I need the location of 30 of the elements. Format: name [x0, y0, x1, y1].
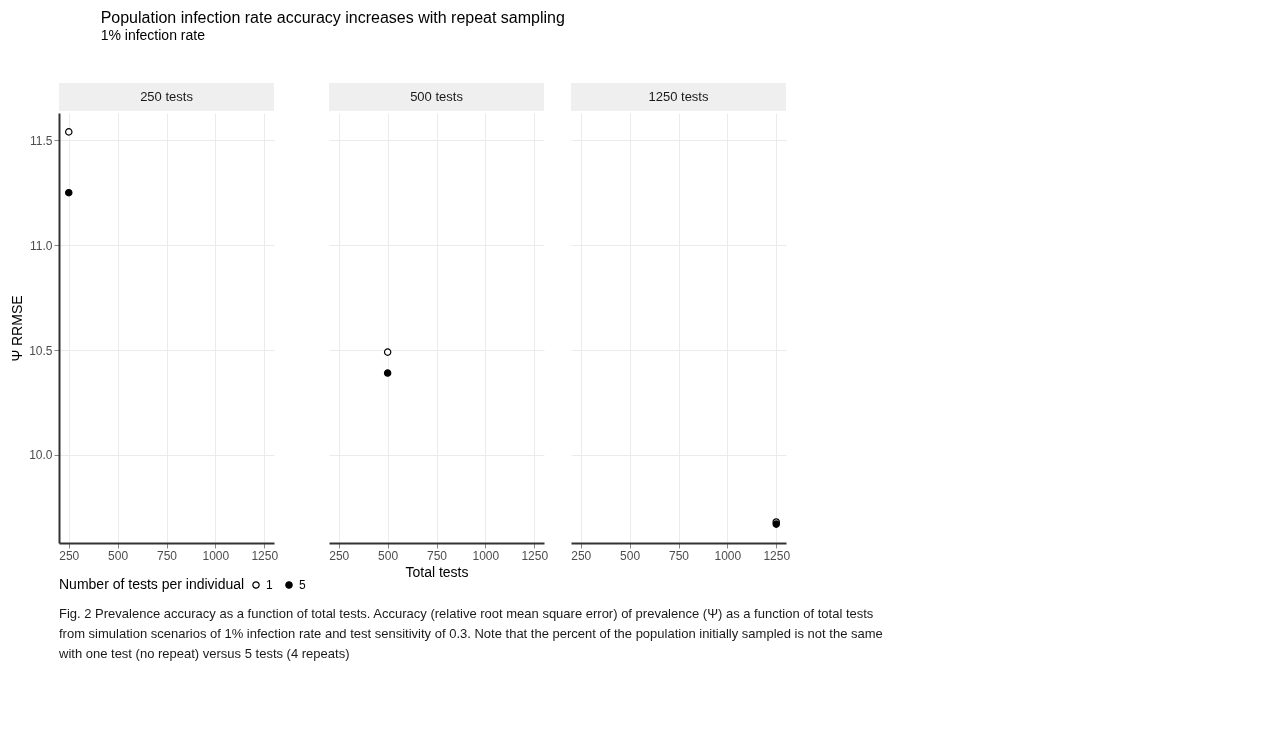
text: Population infection rate accuracy increases with repeat sampling: [100, 9, 565, 26]
y-tick-label: 10.5: [29, 343, 53, 358]
x-axis-title: Total tests: [405, 563, 469, 580]
text: 250 tests: [140, 89, 194, 104]
x-tick-label: 1250: [763, 548, 791, 563]
x-tick-label: 1000: [472, 548, 500, 563]
y-tick-label: 11.0: [30, 238, 53, 253]
legend-title: Number of tests per individual: [59, 576, 245, 592]
text: 500 tests: [410, 89, 464, 104]
x-tick-label: 1250: [251, 548, 279, 563]
x-tick-label: 1000: [202, 548, 230, 563]
legend-label: 1: [266, 578, 273, 592]
x-tick-label: 500: [108, 548, 129, 563]
y-tick-label: 11.5: [30, 133, 53, 148]
text: 1250 tests: [648, 89, 709, 104]
x-tick-label: 500: [378, 548, 399, 563]
x-tick-label: 750: [668, 548, 690, 563]
x-tick-label: 1250: [521, 548, 549, 563]
legend-label: 5: [299, 578, 306, 592]
x-tick-label: 250: [59, 548, 80, 563]
x-tick-label: 750: [426, 548, 448, 563]
chart-subtitle: 1% infection rate: [100, 27, 206, 43]
x-tick-label: 250: [329, 548, 350, 563]
y-tick-label: 10.0: [29, 448, 53, 463]
caption: Fig. 2 Prevalence accuracy as a function of total tests. Accuracy (relative root mean square error) of prevalence (Ψ) as a function of total tests from simulation scenarios of 1% infection rate and test sensitivity of 0.3. Note that the percent of the population initially sampled is not the same with one test (no repeat) versus 5 tests (4 repeats): [58, 606, 883, 661]
x-tick-label: 750: [156, 548, 178, 563]
x-tick-label: 1000: [714, 548, 742, 563]
y-axis-title: Ψ RRMSE: [9, 295, 26, 362]
x-tick-label: 500: [620, 548, 641, 563]
x-tick-label: 250: [571, 548, 592, 563]
